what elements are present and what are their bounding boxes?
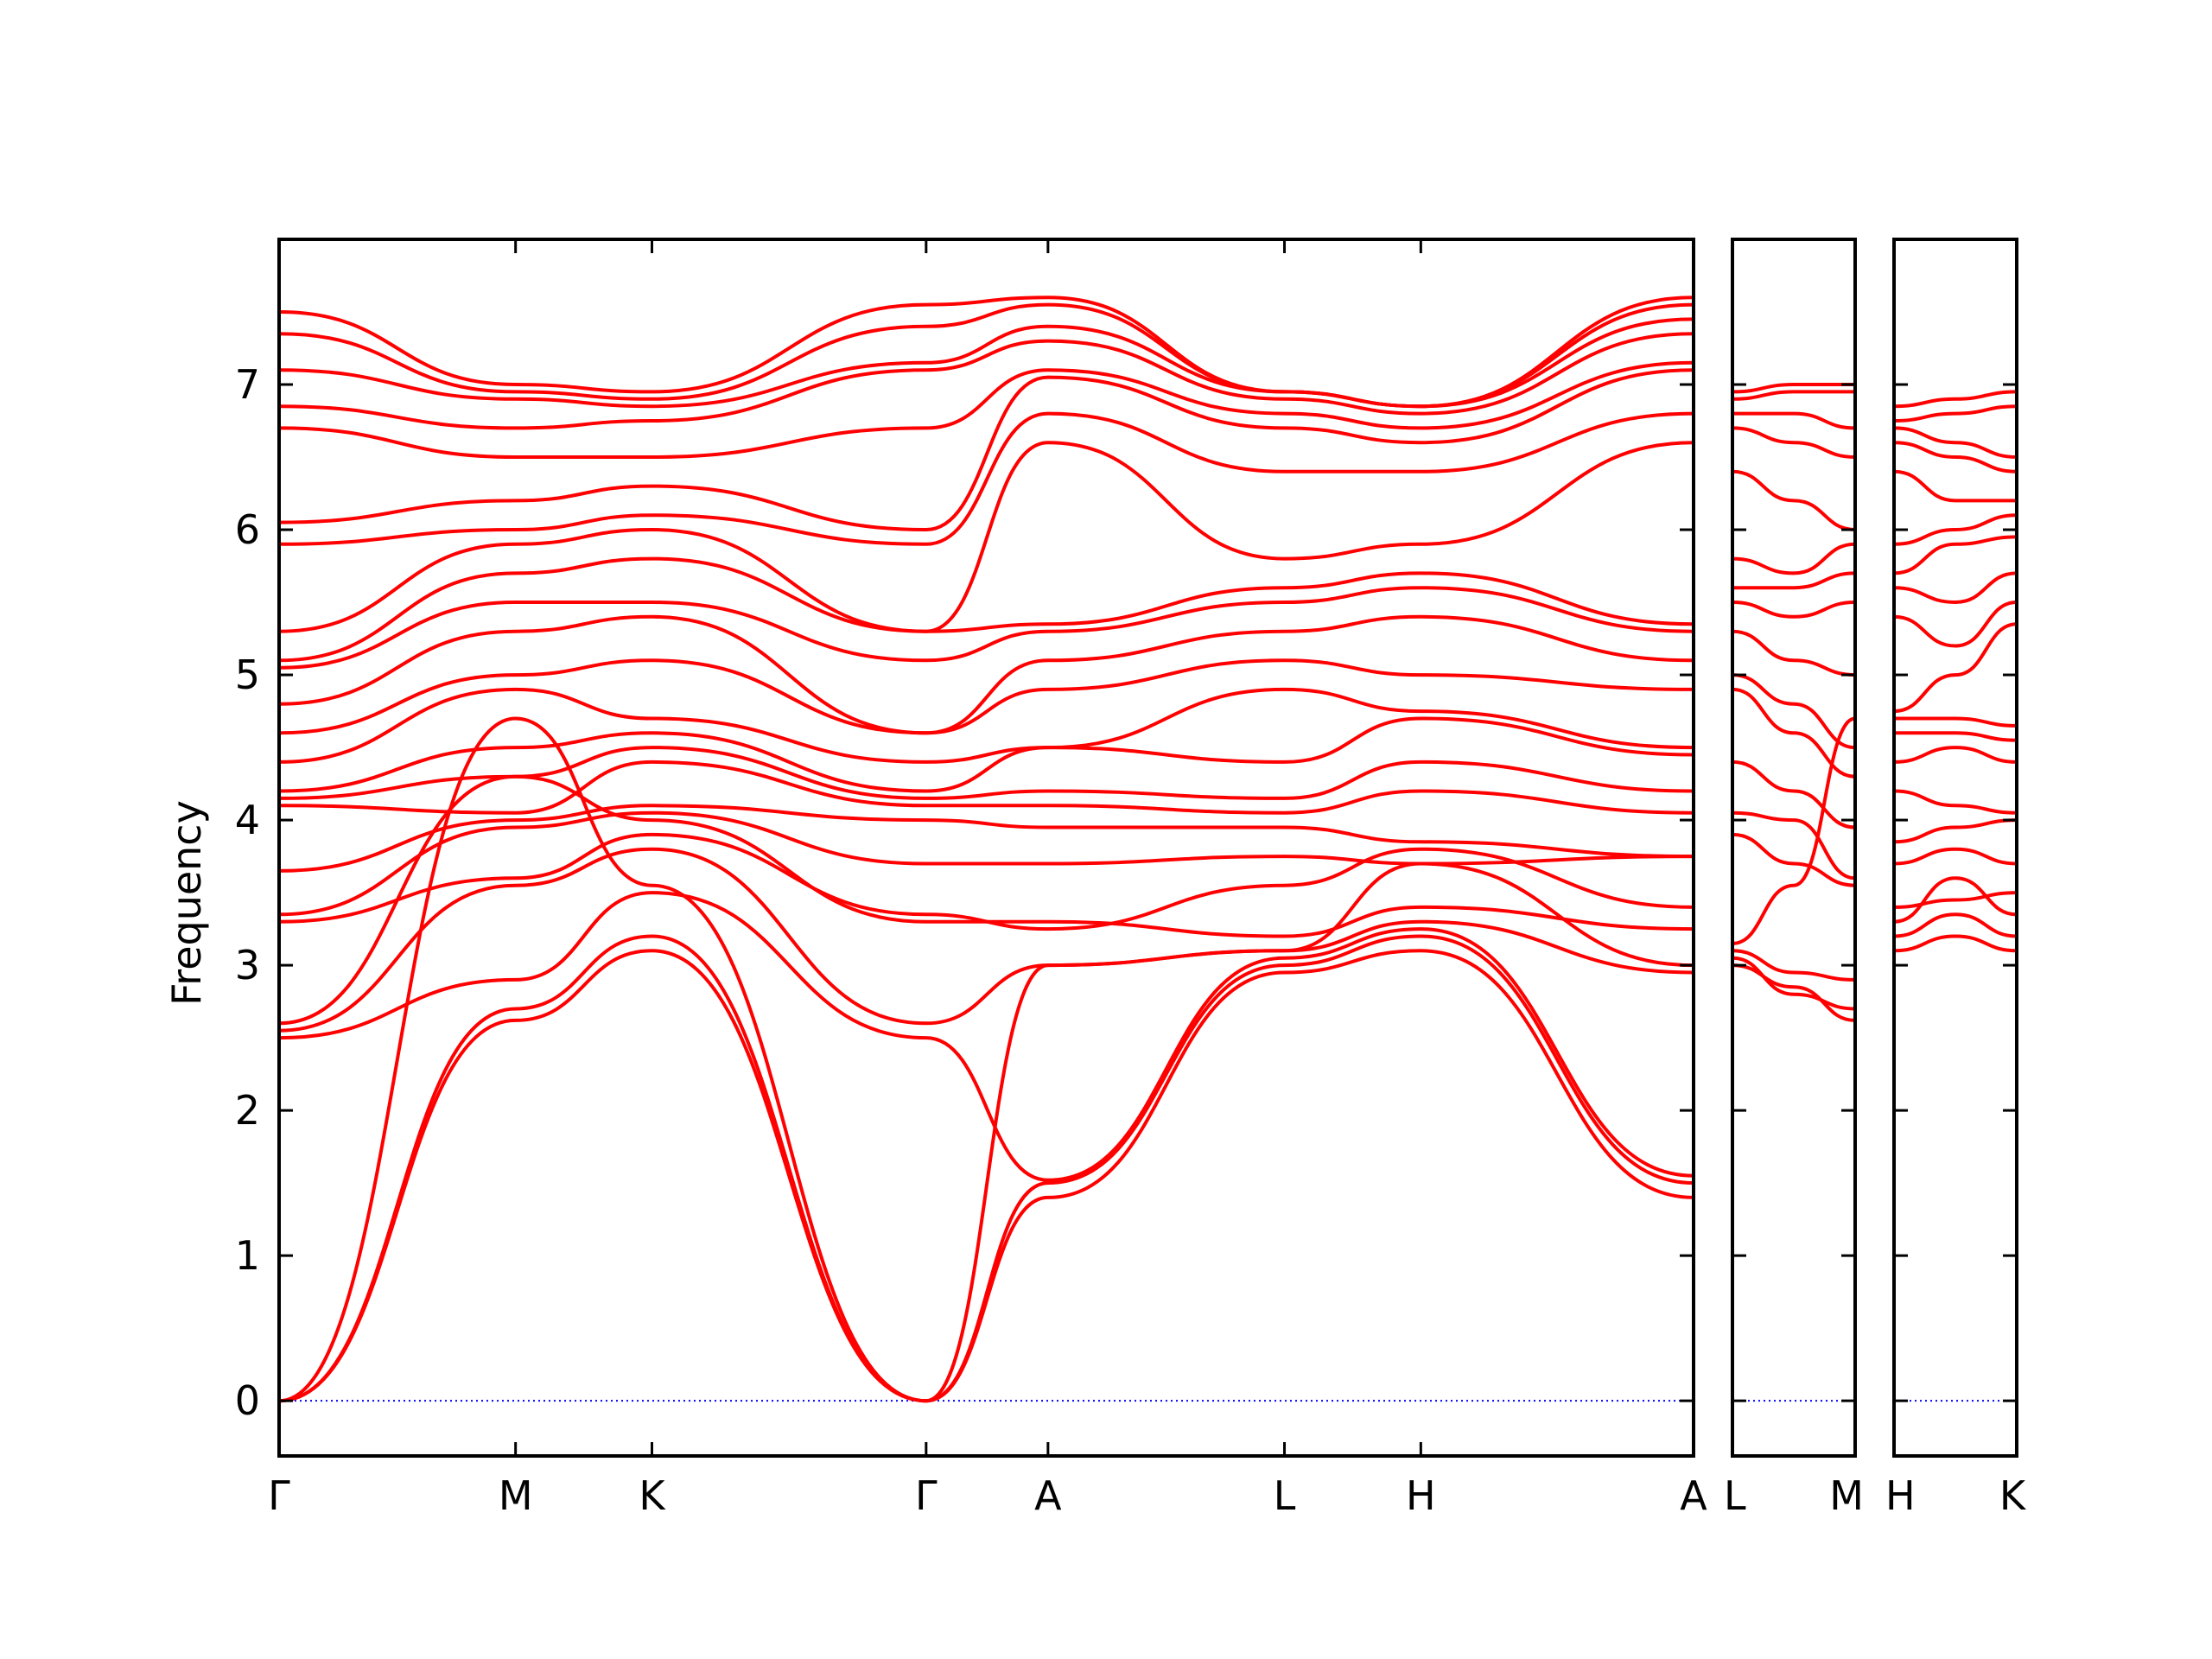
x-tick-label: K — [639, 1472, 666, 1519]
band-line — [1732, 542, 1856, 575]
band-line — [1893, 404, 2018, 423]
panel-main: 0 1 2 3 4 5 6 7 Γ M K Γ A L H A — [235, 238, 1707, 1519]
band-line — [278, 760, 1694, 815]
y-tick-label: 2 — [235, 1087, 260, 1134]
x-tick-label: H — [1406, 1472, 1436, 1519]
plot-frame — [277, 238, 1695, 1458]
plot-frame — [1892, 238, 2018, 1458]
x-tick-label: M — [1829, 1472, 1864, 1519]
band-line — [1893, 818, 2018, 844]
band-line — [278, 687, 1694, 764]
x-tick-label: A — [1680, 1472, 1707, 1519]
x-tick-label: Γ — [915, 1472, 938, 1519]
band-line — [1893, 469, 2017, 503]
band-line — [278, 586, 1694, 670]
band-line — [1893, 513, 2018, 546]
band-line — [1732, 426, 1856, 459]
band-line — [1732, 469, 1856, 531]
band-line — [278, 804, 1694, 873]
band-line — [278, 810, 1694, 917]
band-line — [1893, 390, 2018, 409]
band-line — [1732, 810, 1856, 880]
band-line — [1893, 789, 2018, 815]
y-axis-title: Frequency — [163, 800, 210, 1006]
band-line — [278, 847, 1694, 1033]
x-tick-label: A — [1034, 1472, 1062, 1519]
band-line — [1893, 912, 2018, 938]
band-line — [1893, 934, 2018, 953]
band-line — [278, 832, 1694, 931]
y-tick-label: 4 — [235, 797, 260, 843]
x-tick-label: H — [1885, 1472, 1916, 1519]
x-tick-label: L — [1724, 1472, 1746, 1519]
x-tick-label: K — [1999, 1472, 2027, 1519]
band-line — [1732, 382, 1855, 394]
y-tick-label: 1 — [235, 1232, 260, 1279]
band-line — [1732, 963, 1856, 1022]
y-tick-label: 3 — [235, 942, 260, 988]
band-line — [1732, 411, 1856, 430]
band-line — [1893, 746, 2018, 764]
band-line — [278, 332, 1694, 430]
x-tick-label: Γ — [268, 1472, 290, 1519]
band-line — [1732, 760, 1856, 830]
band-line — [1893, 535, 2018, 575]
band-line — [1732, 571, 1856, 590]
band-line — [1893, 441, 2018, 474]
band-line — [1893, 426, 2018, 459]
band-line — [1893, 876, 2018, 924]
band-line — [1732, 629, 1856, 677]
band-line — [1732, 601, 1856, 619]
y-tick-label: 6 — [235, 506, 260, 553]
band-line — [1732, 716, 1856, 945]
y-tick-label: 0 — [235, 1377, 260, 1424]
x-tick-label: L — [1274, 1472, 1296, 1519]
band-line — [278, 716, 1694, 793]
band-line — [1893, 847, 2018, 866]
band-line — [1732, 949, 1856, 982]
band-line — [278, 746, 1694, 800]
band-line — [278, 934, 1694, 1403]
band-line — [1893, 601, 2018, 648]
band-line — [278, 317, 1694, 409]
band-line — [1732, 832, 1856, 887]
band-line — [1732, 390, 1855, 401]
band-line — [278, 441, 1694, 633]
band-line — [278, 891, 1694, 1182]
band-line — [1894, 731, 2018, 742]
band-line — [1732, 687, 1856, 779]
band-line — [278, 360, 1694, 460]
plot-frame — [1731, 238, 1857, 1458]
band-line — [278, 296, 1694, 409]
band-line — [278, 716, 1694, 1403]
band-line — [278, 411, 1694, 546]
band-line — [1893, 622, 2018, 714]
band-line — [278, 614, 1694, 735]
band-line — [278, 774, 1694, 1026]
band-line — [1894, 716, 2018, 728]
band-line — [278, 658, 1694, 735]
y-tick-label: 7 — [235, 361, 260, 408]
band-line — [1732, 673, 1856, 750]
band-line — [278, 368, 1694, 531]
y-tick-label: 5 — [235, 652, 260, 698]
x-tick-label: M — [499, 1472, 533, 1519]
band-line — [1732, 956, 1856, 1011]
band-line — [1893, 571, 2018, 604]
band-line — [278, 556, 1694, 663]
band-line — [1893, 891, 2018, 909]
